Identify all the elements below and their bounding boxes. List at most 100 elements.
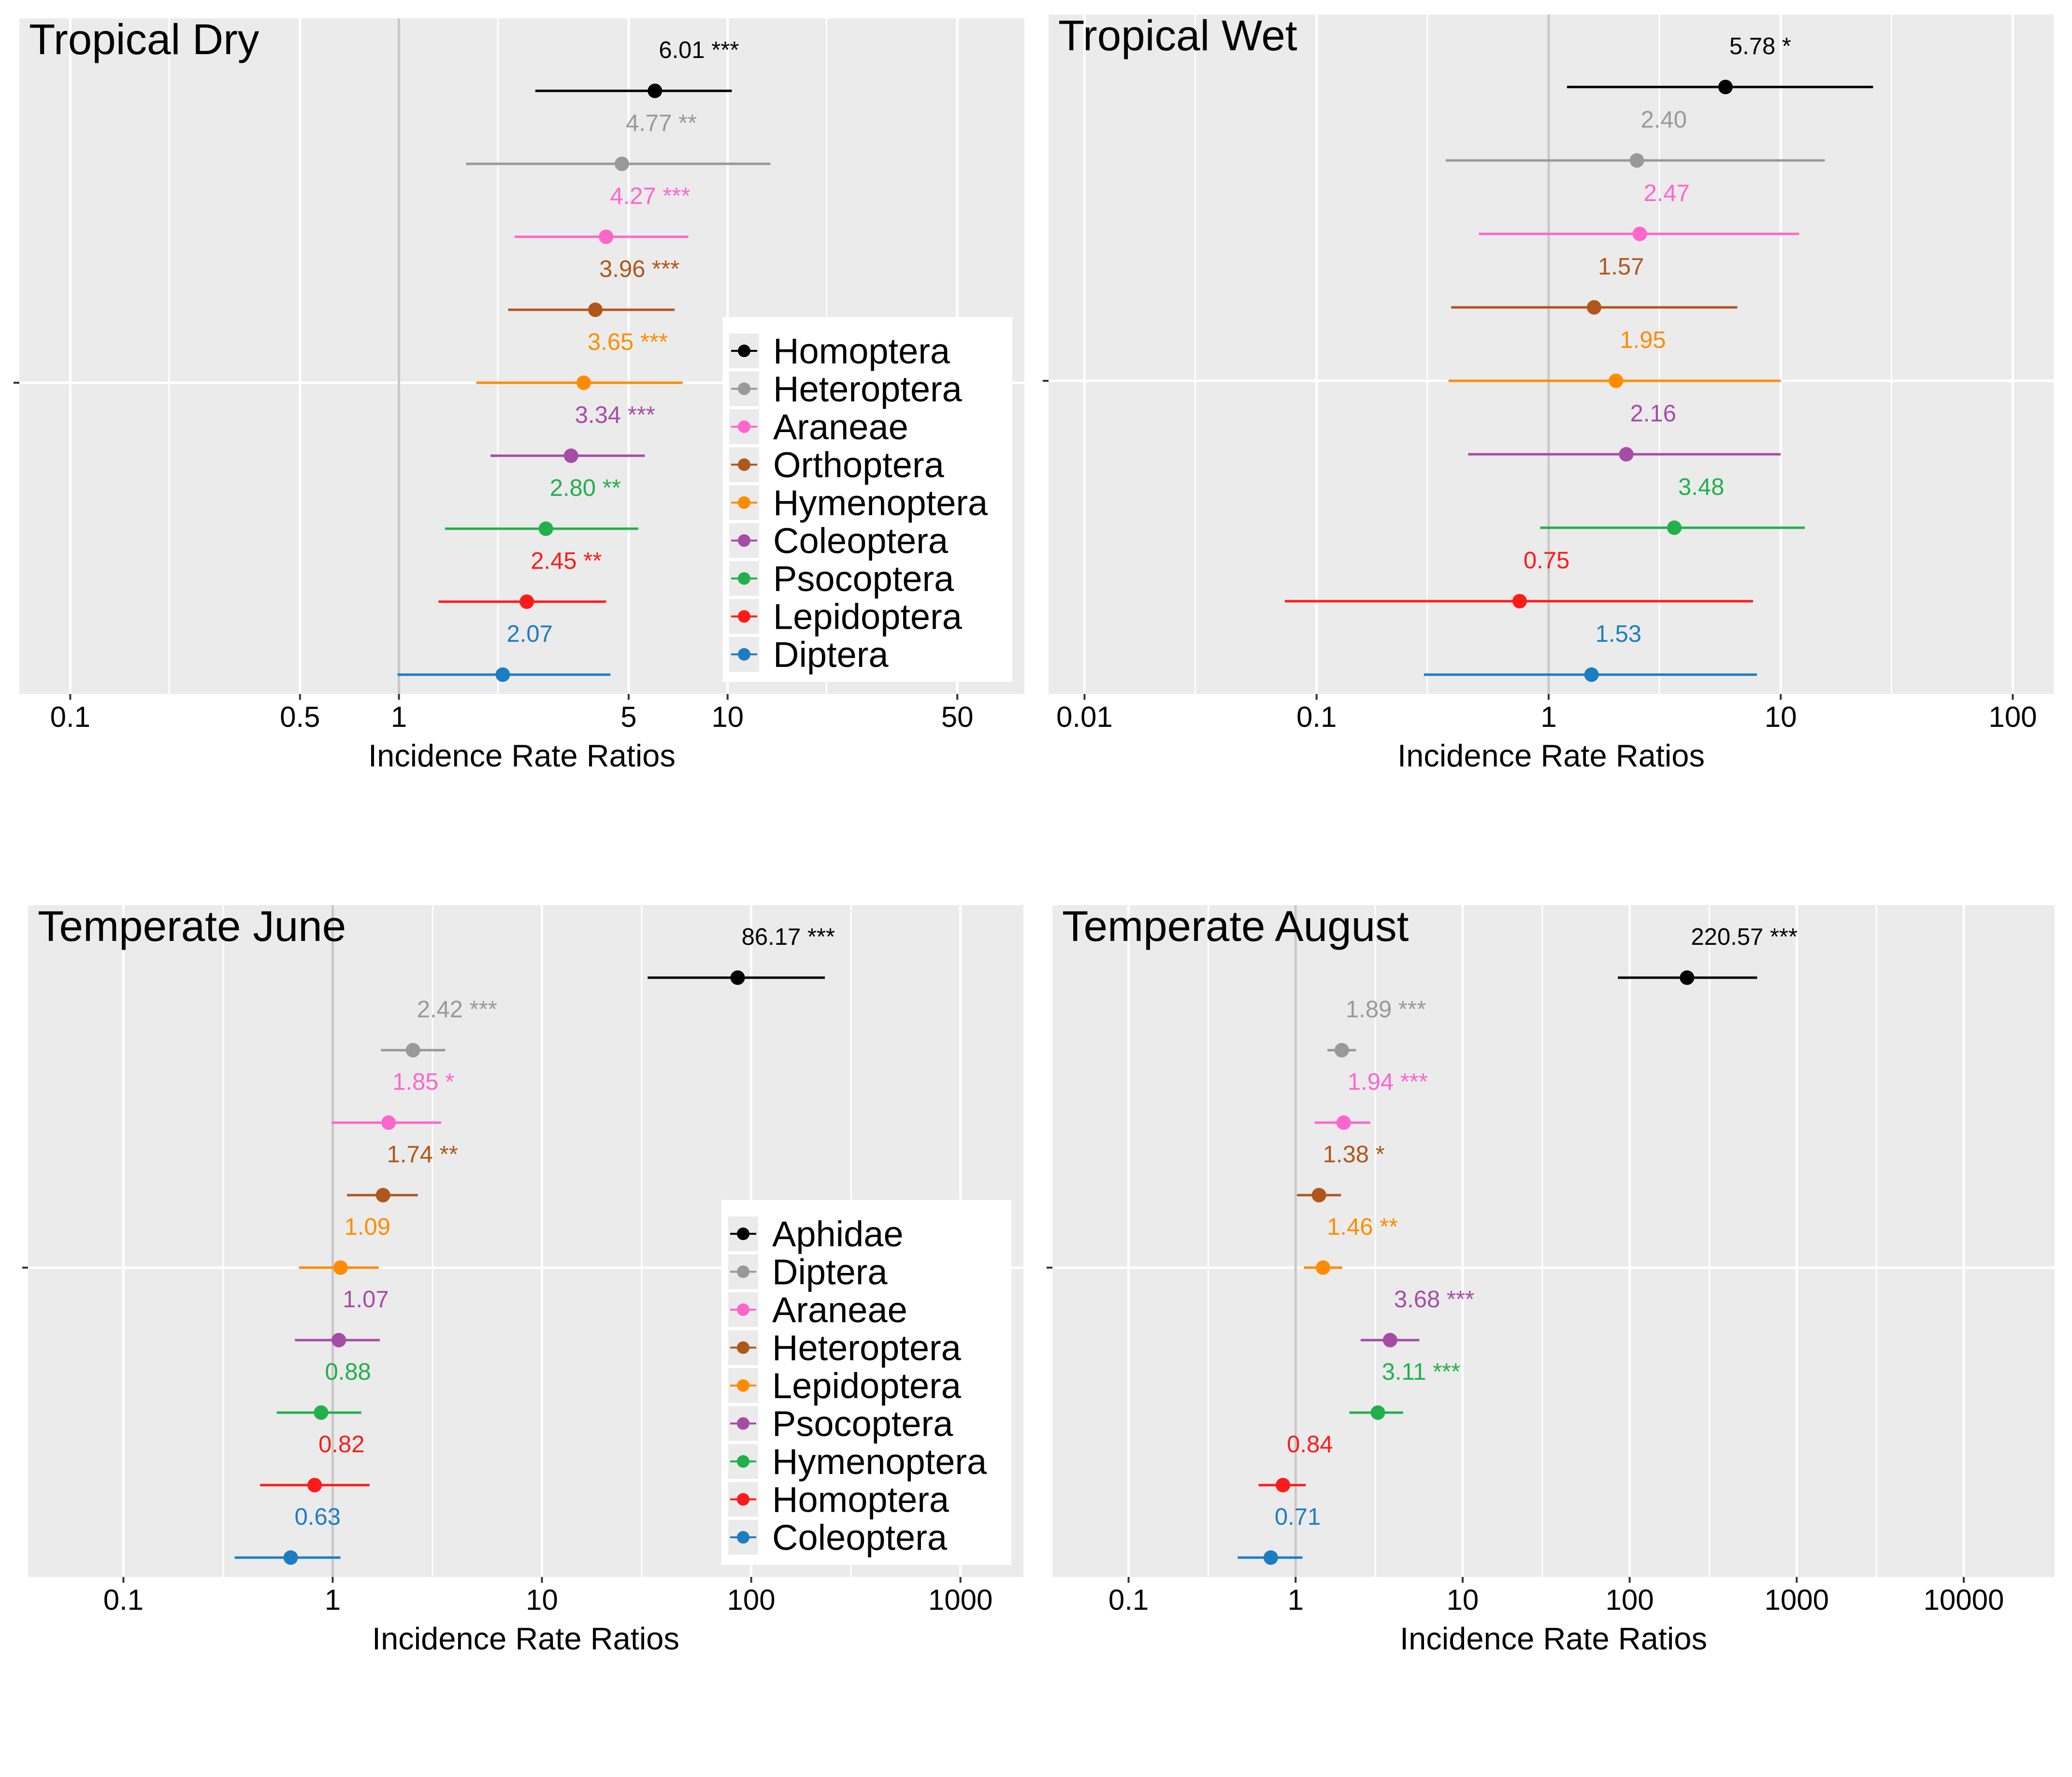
value-label: 1.85 * [392, 1069, 454, 1095]
legend-key-point [738, 534, 750, 547]
value-label: 3.96 *** [599, 256, 679, 282]
legend-key-point [738, 382, 750, 395]
legend-key-point [737, 1493, 749, 1506]
panel-title: Temperate June [38, 902, 346, 950]
x-tick-label: 100 [727, 1584, 776, 1616]
estimate-point [648, 84, 662, 98]
value-label: 1.38 * [1323, 1141, 1385, 1168]
estimate-point [1680, 970, 1695, 985]
value-label: 0.84 [1287, 1431, 1333, 1458]
value-label: 2.16 [1630, 401, 1676, 427]
value-label: 1.09 [345, 1214, 390, 1240]
x-tick-label: 50 [941, 701, 974, 733]
estimate-point [314, 1405, 329, 1420]
legend-key-point [737, 1379, 749, 1392]
estimate-point [1382, 1333, 1397, 1347]
legend-label: Araneae [773, 407, 908, 447]
x-tick-label: 10 [1765, 701, 1797, 733]
x-tick-label: 100 [1988, 701, 2037, 733]
value-label: 0.88 [325, 1359, 371, 1385]
legend-label: Hymenoptera [772, 1442, 987, 1482]
value-label: 2.42 *** [417, 997, 497, 1023]
chart-svg: Temperate June 86.17 *** 2.42 *** 1.85 * 1.7… [22, 902, 1023, 1656]
legend-label: Orthoptera [773, 445, 945, 485]
legend-key-point [738, 610, 750, 623]
legend-label: Psocoptera [773, 559, 954, 599]
value-label: 3.48 [1678, 474, 1724, 500]
estimate-point [307, 1478, 322, 1492]
panel-temperate-june: Temperate June 86.17 *** 2.42 *** 1.85 * 1.7… [22, 902, 1023, 1679]
x-tick-label: 1 [1288, 1584, 1304, 1616]
estimate-point [1619, 447, 1634, 462]
value-label: 4.77 ** [626, 110, 697, 136]
legend-key-point [737, 1228, 749, 1240]
panel-tropical-dry: Tropical Dry 6.01 *** 4.77 ** 4.27 *** 3.96 … [14, 15, 1024, 796]
estimate-point [1276, 1478, 1291, 1492]
estimate-point [1512, 594, 1527, 608]
x-tick-label: 5 [620, 701, 636, 733]
estimate-point [381, 1115, 396, 1130]
legend-label: Homoptera [772, 1480, 950, 1520]
value-label: 3.11 *** [1382, 1359, 1461, 1385]
value-label: 2.80 ** [550, 475, 621, 501]
x-axis-title: Incidence Rate Ratios [368, 738, 676, 773]
legend-key-point [738, 648, 750, 661]
legend-label: Araneae [772, 1290, 907, 1330]
x-tick-label: 0.01 [1056, 701, 1113, 733]
legend-key-point [738, 496, 750, 509]
estimate-point [375, 1188, 390, 1202]
legend-label: Lepidoptera [772, 1366, 962, 1406]
legend-label: Coleoptera [773, 521, 949, 561]
value-label: 3.68 *** [1394, 1286, 1474, 1313]
x-tick-label: 10 [1447, 1584, 1479, 1616]
x-tick-label: 0.1 [1108, 1584, 1149, 1616]
estimate-point [331, 1333, 346, 1347]
x-tick-label: 100 [1606, 1584, 1654, 1616]
legend-key-point [738, 458, 750, 471]
value-label: 1.46 ** [1327, 1214, 1398, 1240]
legend-label: Heteroptera [772, 1328, 962, 1368]
estimate-point [283, 1550, 298, 1565]
x-tick-label: 10 [526, 1584, 558, 1616]
value-label: 1.95 [1620, 327, 1666, 353]
estimate-point [576, 376, 591, 390]
legend-label: Diptera [772, 1252, 888, 1292]
legend-label: Diptera [773, 635, 889, 675]
estimate-point [1629, 153, 1644, 168]
x-tick-label: 0.1 [1296, 701, 1337, 733]
value-label: 220.57 *** [1691, 924, 1798, 950]
legend-label: Homoptera [773, 331, 950, 371]
estimate-point [495, 667, 510, 682]
legend-key-point [737, 1417, 749, 1430]
estimate-point [1334, 1043, 1349, 1057]
x-tick-label: 0.1 [103, 1584, 144, 1616]
value-label: 2.47 [1644, 180, 1690, 206]
value-label: 86.17 *** [742, 924, 835, 950]
value-label: 2.45 ** [531, 548, 602, 574]
value-label: 3.34 *** [575, 402, 655, 428]
estimate-point [1718, 80, 1733, 94]
value-label: 1.89 *** [1346, 997, 1426, 1023]
panel-temperate-august: Temperate August 220.57 *** 1.89 *** 1.94 *… [1047, 902, 2055, 1679]
estimate-point [588, 303, 603, 317]
value-label: 2.40 [1641, 107, 1687, 133]
legend-label: Aphidae [772, 1214, 904, 1254]
value-label: 1.74 ** [387, 1141, 458, 1168]
estimate-point [1584, 667, 1599, 682]
estimate-point [599, 230, 614, 244]
x-tick-label: 1 [1540, 701, 1556, 733]
value-label: 0.71 [1275, 1504, 1321, 1530]
x-axis-title: Incidence Rate Ratios [372, 1621, 679, 1656]
value-label: 2.07 [506, 621, 552, 647]
panel-tropical-wet: Tropical Wet 5.78 * 2.40 2.47 1.57 1.95 2.16 3.… [1043, 11, 2054, 796]
x-tick-label: 1 [391, 701, 407, 733]
value-label: 6.01 *** [659, 37, 739, 63]
chart-svg: Temperate August 220.57 *** 1.89 *** 1.94 *… [1047, 902, 2055, 1656]
x-axis-title: Incidence Rate Ratios [1397, 738, 1705, 773]
estimate-point [615, 157, 630, 171]
estimate-point [1586, 300, 1601, 315]
estimate-point [1370, 1405, 1385, 1420]
legend-key-point [738, 572, 750, 585]
x-tick-label: 10000 [1924, 1584, 2004, 1616]
